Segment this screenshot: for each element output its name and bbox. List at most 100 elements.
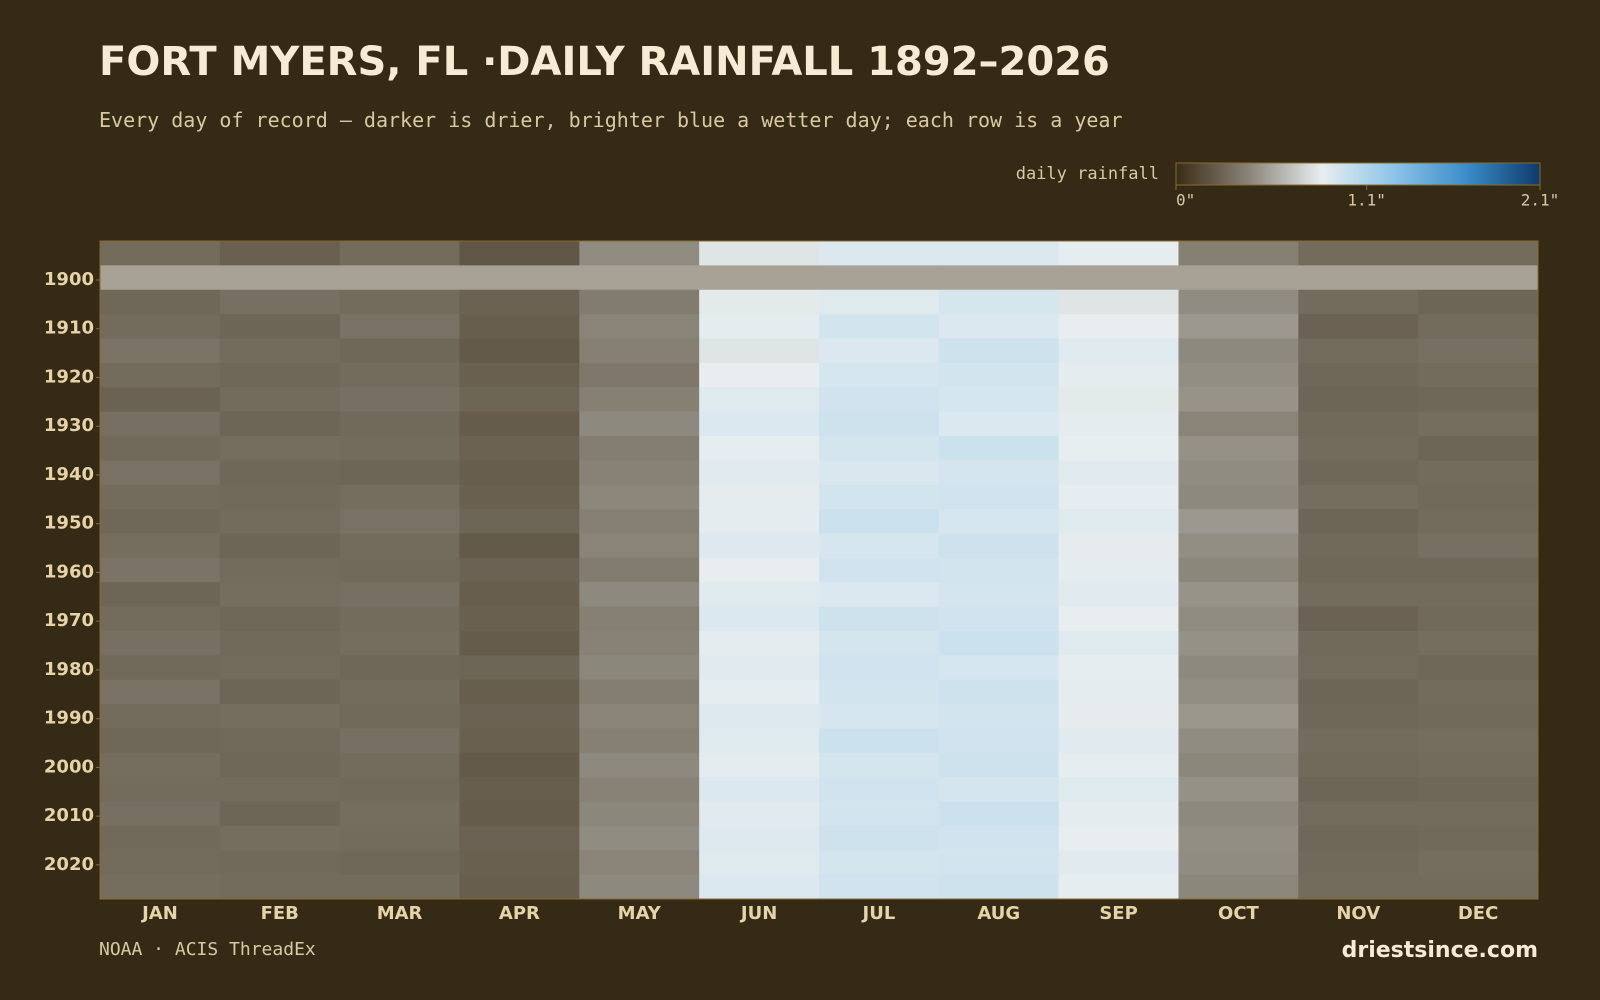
colorbar-tick-label: 2.1" [1521, 191, 1560, 210]
heat-cell [699, 484, 820, 510]
heat-cell [459, 362, 580, 388]
heat-cell [699, 874, 820, 900]
heat-cell [1058, 557, 1179, 583]
missing-cell [1418, 265, 1539, 291]
heat-cell [579, 606, 700, 632]
heat-cell [819, 606, 940, 632]
heat-cell [819, 582, 940, 608]
heat-cell [1178, 362, 1299, 388]
heat-cell [938, 582, 1060, 608]
heat-cell [819, 435, 940, 461]
heat-cell [1178, 752, 1299, 778]
heat-cell [1178, 411, 1299, 437]
heat-cell [219, 289, 341, 315]
heat-cell [100, 850, 221, 876]
y-tick-label: 1940 [44, 464, 94, 485]
heat-cell [699, 241, 820, 266]
heat-cell [579, 484, 700, 510]
heat-cell [699, 752, 820, 778]
heat-cell [699, 679, 820, 705]
heat-cell [819, 850, 940, 876]
heat-cell [699, 533, 820, 559]
x-tick-label: NOV [1336, 903, 1380, 924]
heat-cell [219, 509, 341, 534]
heat-cell [339, 704, 460, 729]
heat-cell [219, 241, 341, 266]
heat-cell [219, 582, 341, 608]
heat-cell [938, 241, 1060, 266]
heat-cell [1418, 557, 1539, 583]
heat-cell [938, 460, 1060, 486]
heat-cell [579, 509, 700, 534]
heat-cell [219, 435, 341, 461]
heat-cell [938, 728, 1060, 754]
heat-cell [938, 484, 1060, 510]
x-tick-label: JAN [140, 903, 178, 924]
heat-cell [1058, 728, 1179, 754]
heat-cell [1418, 411, 1539, 437]
heat-cell [938, 874, 1060, 900]
heat-cell [1178, 825, 1299, 851]
heat-cell [100, 606, 221, 632]
heat-cell [579, 777, 700, 803]
heat-cell [100, 460, 221, 486]
heat-cell [1418, 582, 1539, 608]
missing-cell [459, 265, 580, 291]
heat-cell [1058, 777, 1179, 803]
heat-cell [219, 606, 341, 632]
heat-cell [819, 874, 940, 900]
heat-cell [579, 338, 700, 364]
heat-cell [1058, 484, 1179, 510]
heat-cell [938, 411, 1060, 437]
heat-cell [459, 801, 580, 827]
heat-cell [1058, 533, 1179, 559]
heat-cell [1058, 825, 1179, 851]
heat-cell [1058, 582, 1179, 608]
heat-cell [339, 728, 460, 754]
heat-cell [1298, 777, 1419, 803]
heat-cell [579, 241, 700, 266]
heat-cell [459, 777, 580, 803]
heat-cell [579, 850, 700, 876]
heat-cell [219, 362, 341, 388]
heat-cell [100, 411, 221, 437]
y-tick-label: 1980 [44, 659, 94, 680]
heat-cell [1418, 679, 1539, 705]
heat-cell [339, 509, 460, 534]
heat-cell [699, 850, 820, 876]
heat-cell [1178, 801, 1299, 827]
heat-cell [1298, 630, 1419, 656]
heat-cell [459, 850, 580, 876]
heat-cell [819, 728, 940, 754]
heat-cell [819, 801, 940, 827]
heat-cell [219, 801, 341, 827]
heat-cell [819, 533, 940, 559]
heat-cell [339, 679, 460, 705]
heat-cell [339, 314, 460, 339]
heat-cell [1418, 825, 1539, 851]
heat-cell [1058, 801, 1179, 827]
heat-cell [100, 777, 221, 803]
brand: driestsince.com [1342, 938, 1538, 963]
heat-cell [1418, 655, 1539, 681]
heat-cell [819, 509, 940, 534]
heat-cell [819, 630, 940, 656]
heat-cell [1058, 411, 1179, 437]
heat-cell [339, 850, 460, 876]
heat-cell [579, 630, 700, 656]
heat-cell [1418, 460, 1539, 486]
heat-cell [339, 801, 460, 827]
heat-cell [579, 801, 700, 827]
heat-cell [1418, 338, 1539, 364]
heat-cell [219, 387, 341, 413]
heat-cell [699, 338, 820, 364]
heat-cell [1298, 655, 1419, 681]
heat-cell [459, 314, 580, 339]
heat-cell [219, 557, 341, 583]
heat-cell [819, 314, 940, 339]
heat-cell [219, 752, 341, 778]
source: NOAA · ACIS ThreadEx [99, 939, 316, 960]
heat-cell [1298, 289, 1419, 315]
heat-cell [100, 362, 221, 388]
heat-cell [699, 460, 820, 486]
